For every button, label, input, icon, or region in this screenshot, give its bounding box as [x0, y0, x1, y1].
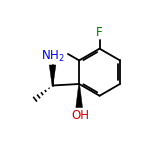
- Polygon shape: [76, 84, 83, 108]
- Text: OH: OH: [71, 109, 89, 122]
- Text: F: F: [96, 26, 103, 39]
- Text: NH$_2$: NH$_2$: [41, 49, 64, 64]
- Polygon shape: [49, 65, 56, 85]
